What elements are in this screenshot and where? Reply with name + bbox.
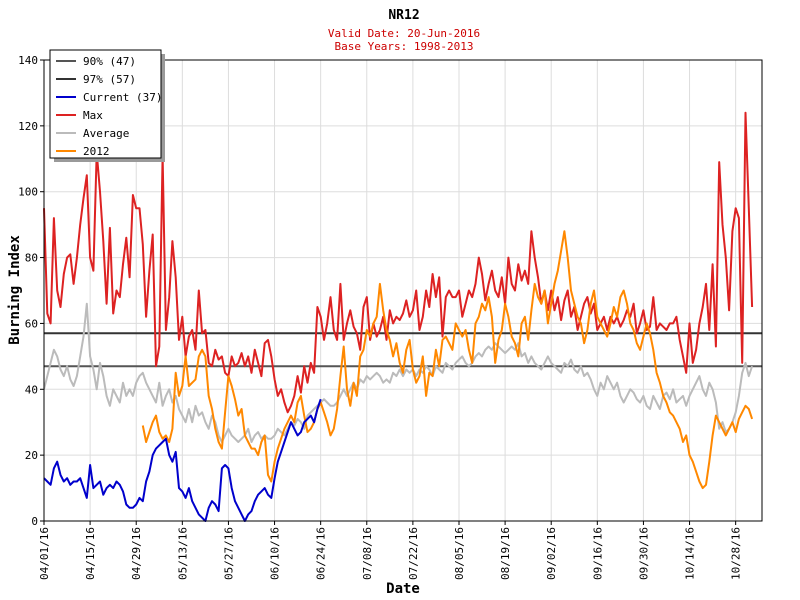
- legend-box: [49, 49, 162, 159]
- x-tick-label: 04/29/16: [130, 527, 143, 580]
- x-tick-label: 07/22/16: [407, 527, 420, 580]
- legend-label: Average: [83, 127, 129, 140]
- legend-label: 97% (57): [83, 73, 136, 86]
- chart-title: NR12: [388, 8, 419, 23]
- series-line-2012: [141, 230, 754, 490]
- x-tick-label: 04/15/16: [84, 527, 97, 580]
- y-axis-ticks: 0 20 40 60 80 100 120 140: [18, 54, 44, 528]
- y-tick-label: 100: [18, 186, 38, 199]
- x-tick-label: 05/13/16: [176, 527, 189, 580]
- y-tick-label: 0: [31, 515, 38, 528]
- x-tick-label: 04/01/16: [38, 527, 51, 580]
- x-tick-label: 08/05/16: [453, 527, 466, 580]
- legend: 90% (47) 97% (57) Current (37) Max Average 20…: [49, 49, 165, 162]
- legend-label: 2012: [83, 145, 110, 158]
- y-tick-label: 60: [25, 317, 38, 330]
- x-tick-label: 10/14/16: [684, 527, 697, 580]
- x-axis-label: Date: [386, 581, 420, 597]
- x-tick-label: 06/24/16: [315, 527, 328, 580]
- series-line-average: [43, 302, 754, 443]
- x-tick-label: 09/16/16: [591, 527, 604, 580]
- plot-frame: [43, 59, 763, 522]
- x-tick-label: 09/30/16: [637, 527, 650, 580]
- chart-subtitle-valid-date: Valid Date: 20-Jun-2016: [328, 27, 480, 40]
- y-tick-label: 120: [18, 120, 38, 133]
- x-tick-label: 05/27/16: [222, 527, 235, 580]
- x-tick-label: 06/10/16: [269, 527, 282, 580]
- data-series: [43, 111, 754, 522]
- series-line-max: [43, 111, 754, 414]
- x-tick-label: 09/02/16: [545, 527, 558, 580]
- x-tick-label: 07/08/16: [361, 527, 374, 580]
- chart-subtitle-base-years: Base Years: 1998-2013: [334, 40, 473, 53]
- y-tick-label: 140: [18, 54, 38, 67]
- y-tick-label: 80: [25, 252, 38, 265]
- x-tick-label: 10/28/16: [730, 527, 743, 580]
- legend-label: 90% (47): [83, 55, 136, 68]
- legend-label: Current (37): [83, 91, 162, 104]
- y-axis-label: Burning Index: [7, 235, 23, 345]
- legend-items: 90% (47) 97% (57) Current (37) Max Average 20…: [56, 55, 162, 158]
- series-line-current-37: [43, 398, 322, 522]
- y-tick-label: 20: [25, 449, 38, 462]
- y-tick-label: 40: [25, 383, 38, 396]
- x-tick-label: 08/19/16: [499, 527, 512, 580]
- legend-label: Max: [83, 109, 103, 122]
- x-axis-ticks: 04/01/16 04/15/16 04/29/16 05/13/16 05/27/16…: [38, 521, 743, 580]
